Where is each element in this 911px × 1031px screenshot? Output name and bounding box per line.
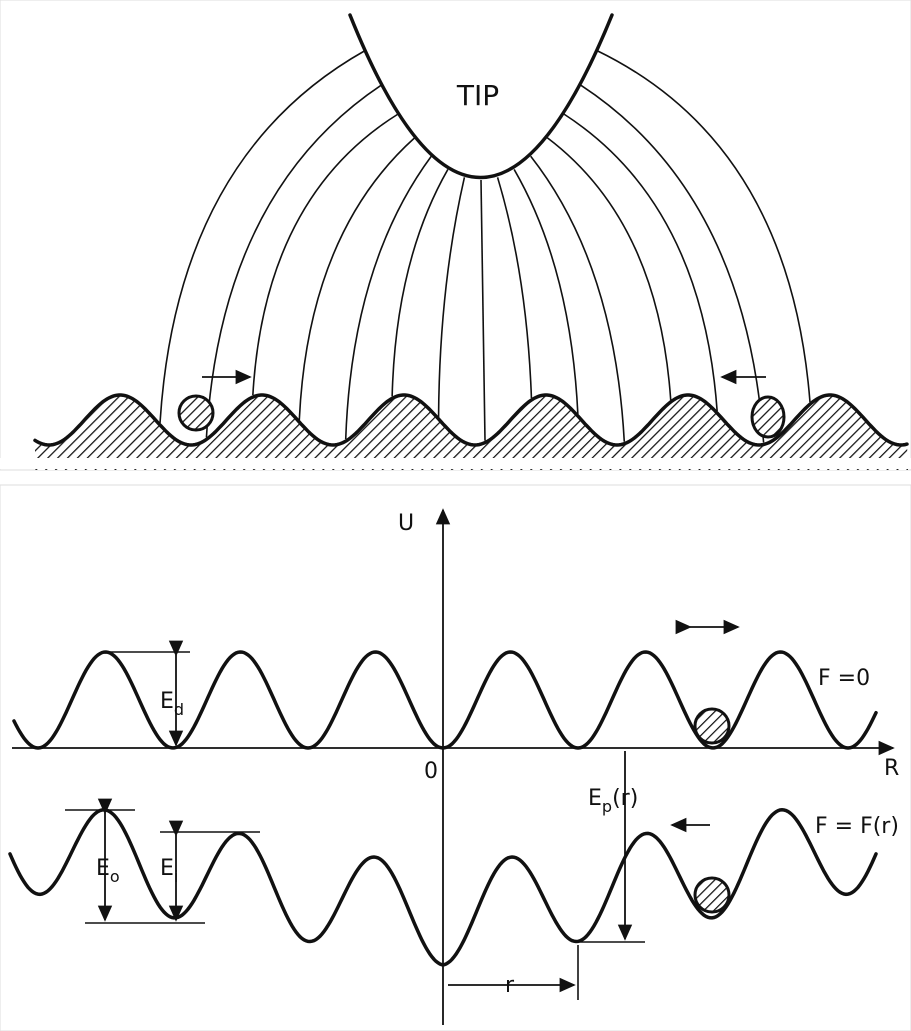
adatom <box>179 396 213 430</box>
ei-main: E <box>160 856 174 881</box>
ep-suffix: (r) <box>612 786 638 811</box>
eo-main: E <box>96 856 110 881</box>
atom <box>695 878 729 912</box>
ff-label: F = F(r) <box>815 814 899 839</box>
ep-main: E <box>588 786 602 811</box>
f0-label: F =0 <box>818 666 870 691</box>
adatom <box>752 397 784 437</box>
figure: TIP U R 0 Ed F =0 Ep(r) F = F(r) Eo Ei r <box>0 0 911 1031</box>
ed-sub: d <box>174 700 184 719</box>
r-distance-label: r <box>505 973 515 998</box>
origin-label: 0 <box>424 759 438 784</box>
ep-sub: p <box>602 797 612 816</box>
ei-sub: i <box>174 867 178 886</box>
substrate-mask <box>0 458 911 469</box>
u-label: U <box>398 511 414 536</box>
eo-sub: o <box>110 867 120 886</box>
tip-label: TIP <box>456 79 499 112</box>
ed-main: E <box>160 689 174 714</box>
r-label: R <box>884 756 899 781</box>
atom <box>695 709 729 743</box>
bottom-panel <box>0 485 911 1031</box>
